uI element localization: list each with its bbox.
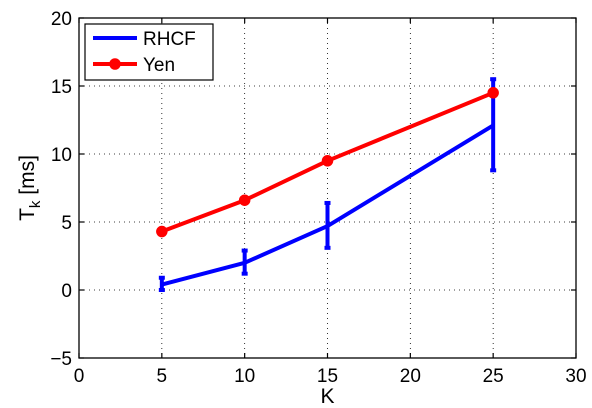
y-tick-label: 5 bbox=[61, 213, 72, 234]
x-tick-label: 30 bbox=[565, 366, 586, 387]
x-tick-label: 0 bbox=[74, 366, 85, 387]
x-tick-label: 25 bbox=[483, 366, 504, 387]
y-tick-label: 10 bbox=[51, 145, 72, 166]
y-tick-label: 0 bbox=[61, 281, 72, 302]
legend-label-yen: Yen bbox=[143, 55, 175, 76]
series-yen bbox=[156, 87, 499, 238]
legend: RHCF Yen bbox=[84, 23, 214, 81]
series-layer bbox=[156, 77, 499, 292]
series-line-rhcf bbox=[161, 123, 495, 287]
x-axis-label: K bbox=[320, 385, 334, 408]
x-tick-label: 10 bbox=[234, 366, 255, 387]
y-axis-label-subscript: k bbox=[27, 200, 44, 208]
y-tick-label: 20 bbox=[51, 9, 72, 30]
data-point-yen bbox=[238, 194, 251, 206]
grid-lines bbox=[79, 18, 576, 358]
x-tick-label: 20 bbox=[400, 366, 421, 387]
series-rhcf bbox=[158, 77, 497, 292]
data-point-yen bbox=[487, 87, 499, 99]
axis-ticks bbox=[78, 17, 577, 359]
x-tick-labels: 0 5 10 15 20 25 30 bbox=[74, 366, 587, 387]
y-tick-label: 15 bbox=[51, 77, 72, 98]
y-axis-label-main: T bbox=[16, 208, 39, 221]
legend-label-rhcf: RHCF bbox=[143, 29, 196, 50]
y-axis-label-unit: [ms] bbox=[16, 155, 39, 201]
data-point-yen bbox=[156, 225, 168, 238]
y-axis-label: Tk [ms] bbox=[16, 155, 44, 221]
legend-marker-yen bbox=[109, 58, 121, 70]
y-tick-labels: −5 0 5 10 15 20 bbox=[50, 9, 72, 370]
series-line-yen bbox=[161, 90, 494, 234]
y-tick-label: −5 bbox=[50, 349, 72, 370]
data-point-yen bbox=[321, 155, 334, 167]
legend-box bbox=[84, 23, 214, 81]
x-tick-label: 5 bbox=[157, 366, 168, 387]
x-tick-label: 15 bbox=[317, 366, 338, 387]
